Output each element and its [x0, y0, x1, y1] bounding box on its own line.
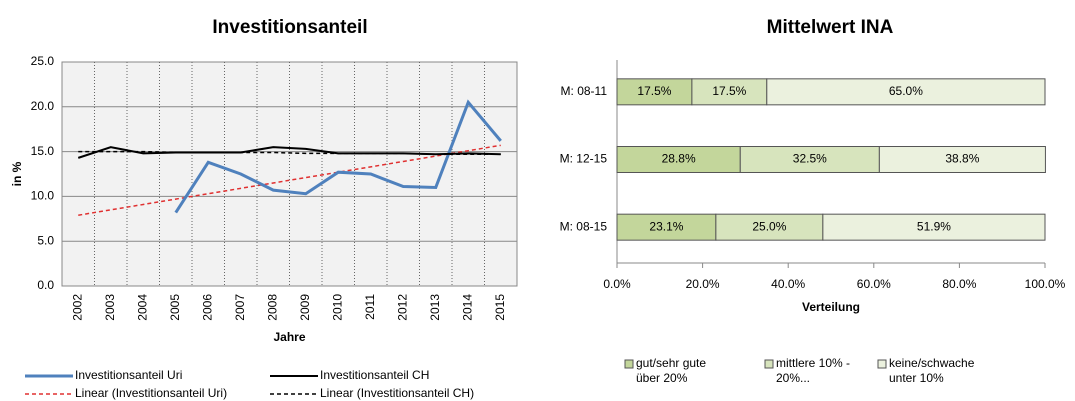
bar-segment	[715, 213, 824, 241]
data-label: 38.8%	[945, 152, 979, 166]
data-label: 17.5%	[637, 84, 671, 98]
x-tick-label: 2003	[103, 294, 117, 321]
bar-segment	[766, 78, 1046, 106]
x-tick-label: 80.0%	[942, 277, 976, 291]
data-label: 25.0%	[752, 219, 786, 233]
legend-label: Investitionsanteil Uri	[75, 368, 182, 382]
data-label: 51.9%	[917, 219, 951, 233]
y-axis-label: in %	[10, 161, 24, 186]
series-line	[174, 99, 502, 214]
x-tick-label: 2013	[428, 294, 442, 321]
y-tick-label: 5.0	[37, 233, 54, 247]
x-tick-label: 100.0%	[1025, 277, 1066, 291]
x-tick-label: 0.0%	[603, 277, 631, 291]
bar-segment	[739, 146, 880, 173]
x-tick-label: 60.0%	[857, 277, 891, 291]
legend-label: Linear (Investitionsanteil CH)	[320, 386, 474, 400]
y-tick-label: 10.0	[31, 189, 55, 203]
data-label: 65.0%	[889, 84, 923, 98]
y-tick-label: 0.0	[37, 278, 54, 292]
legend-swatch	[764, 359, 774, 369]
y-tick-label: M: 12-15	[560, 152, 608, 166]
bar-segment	[878, 146, 1046, 173]
x-tick-label: 20.0%	[686, 277, 720, 291]
data-label: 32.5%	[793, 152, 827, 166]
x-tick-label: 2002	[70, 294, 84, 321]
y-tick-label: M: 08-11	[561, 84, 608, 98]
x-tick-label: 2008	[265, 294, 279, 321]
y-tick-label: 25.0	[31, 54, 55, 68]
legend-label: Linear (Investitionsanteil Uri)	[75, 386, 227, 400]
x-tick-label: 2014	[460, 294, 474, 321]
legend-label: keine/schwache unter 10%	[889, 356, 975, 385]
x-tick-label: 2007	[233, 294, 247, 321]
chart-title: Investitionsanteil	[212, 17, 367, 38]
data-label: 23.1%	[649, 219, 683, 233]
x-tick-label: 2004	[135, 294, 149, 321]
bar-segment	[822, 213, 1046, 241]
chart-title: Mittelwert INA	[767, 17, 894, 38]
x-tick-label: 2009	[298, 294, 312, 321]
x-axis-label: Verteilung	[802, 300, 860, 314]
x-axis-label: Jahre	[273, 330, 305, 344]
bar-segment	[691, 78, 768, 106]
data-label: 17.5%	[712, 84, 746, 98]
data-label: 28.8%	[662, 152, 696, 166]
x-tick-label: 2006	[200, 294, 214, 321]
legend-swatch	[877, 359, 887, 369]
legend-label: Investitionsanteil CH	[320, 368, 429, 382]
x-tick-label: 2010	[330, 294, 344, 321]
legend-label: gut/sehr gute über 20%	[636, 356, 707, 385]
x-tick-label: 2005	[168, 294, 182, 321]
bar-segment	[616, 78, 693, 106]
bar-segment	[616, 146, 741, 173]
legend-label: mittlere 10% - 20%...	[776, 356, 851, 385]
x-tick-label: 2015	[493, 294, 507, 321]
series-line	[77, 146, 501, 159]
x-tick-label: 2012	[395, 294, 409, 321]
x-tick-label: 2011	[363, 294, 377, 320]
y-tick-label: 15.0	[31, 144, 55, 158]
series-line	[78, 144, 501, 216]
x-tick-label: 40.0%	[771, 277, 805, 291]
y-tick-label: 20.0	[31, 99, 55, 113]
legend-swatch	[624, 359, 634, 369]
y-tick-label: M: 08-15	[560, 219, 608, 233]
